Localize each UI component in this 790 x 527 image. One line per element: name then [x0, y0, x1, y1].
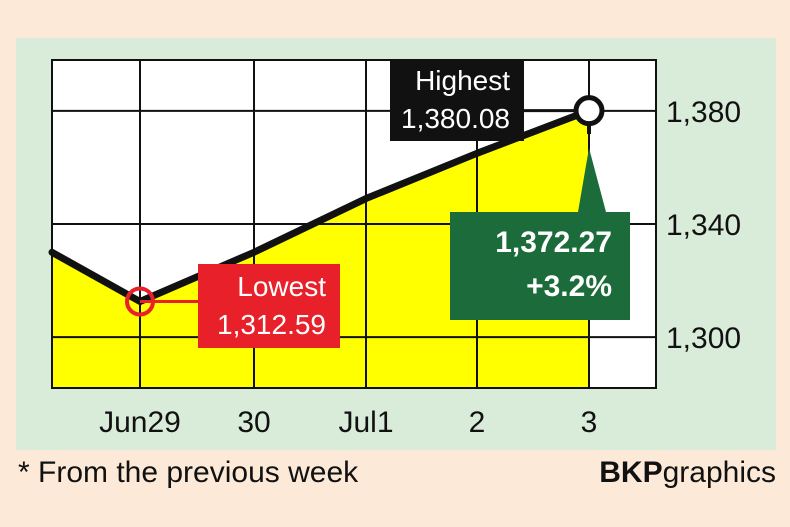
series-line [48, 107, 593, 306]
latest-pointer [578, 148, 606, 212]
x-tick-label: 30 [237, 406, 270, 439]
latest-box [450, 212, 630, 320]
highest-marker [573, 95, 605, 127]
chart: 1,380 1,340 1,300 Jun29 30 Jul1 2 3 Lowest 1,312.… [48, 59, 741, 439]
y-tick-label: 1,340 [666, 209, 741, 242]
latest-value: 1,372.27 [495, 226, 612, 259]
credit-brand: BKP [599, 456, 663, 489]
y-tick-label: 1,300 [666, 322, 741, 355]
x-tick-label: Jun29 [99, 406, 181, 439]
chart-panel: 1,380 1,340 1,300 Jun29 30 Jul1 2 3 Lowest 1,312.… [16, 38, 776, 450]
highest-box [390, 59, 524, 141]
lowest-value: 1,312.59 [217, 309, 326, 340]
footnote: * From the previous week [18, 456, 359, 489]
highest-label: Highest [415, 65, 510, 96]
latest-change: +3.2% [526, 270, 612, 303]
x-tick-label: 2 [469, 406, 486, 439]
plot-frame [51, 59, 657, 389]
lowest-label: Lowest [237, 271, 326, 302]
x-tick-label: Jul1 [338, 406, 393, 439]
highest-value: 1,380.08 [401, 103, 510, 134]
credit-suffix: graphics [662, 456, 776, 489]
lowest-box [198, 264, 340, 348]
lowest-marker [125, 286, 155, 317]
y-tick-label: 1,380 [666, 96, 741, 129]
x-tick-label: 3 [581, 406, 598, 439]
credit: BKPgraphics [599, 456, 776, 490]
